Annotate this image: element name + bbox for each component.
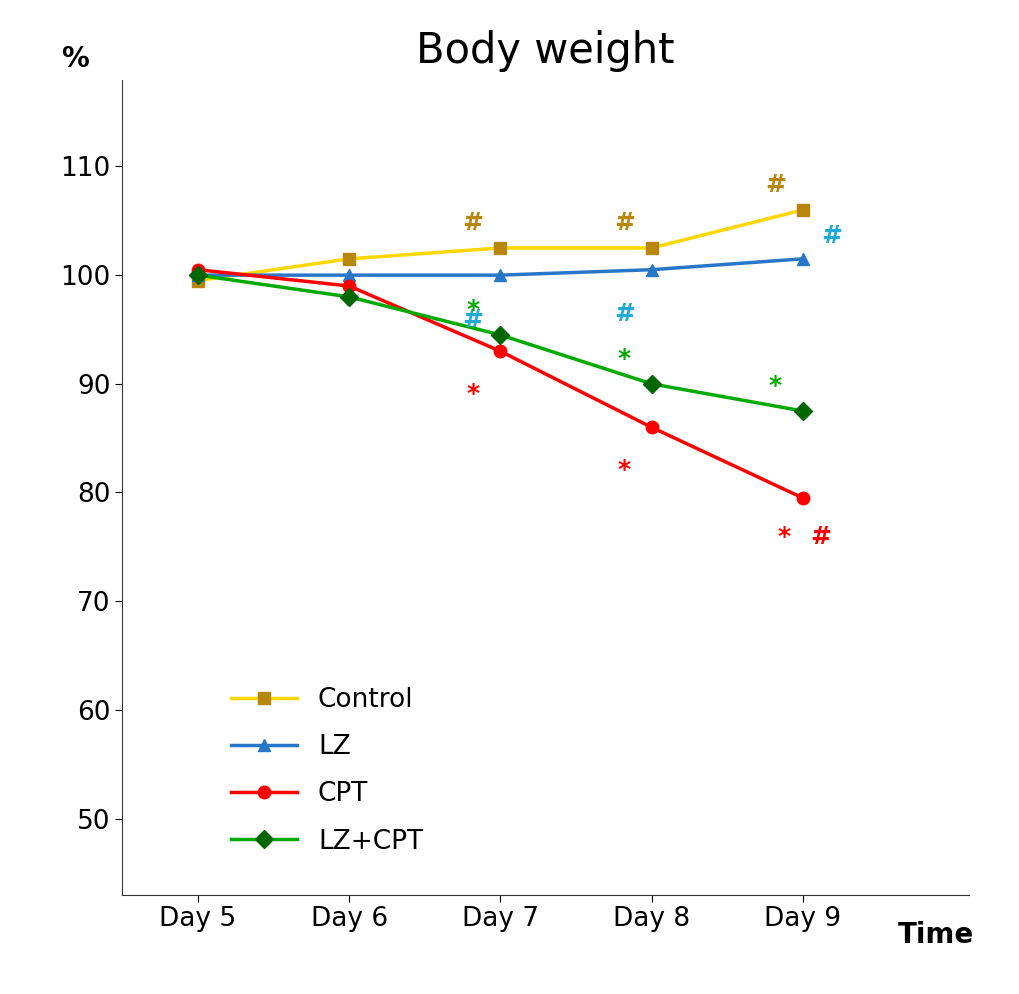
LZ+CPT: [796, 405, 808, 416]
Control: [494, 242, 506, 253]
Text: *: *: [768, 374, 782, 398]
LZ: [796, 252, 808, 264]
CPT: [645, 421, 657, 433]
LZ: [342, 269, 355, 281]
Text: #: #: [809, 525, 830, 549]
CPT: [192, 263, 204, 275]
Text: *: *: [618, 457, 631, 482]
Text: #: #: [463, 211, 483, 235]
Text: #: #: [613, 302, 634, 326]
LZ: [494, 269, 506, 281]
Text: *: *: [466, 298, 479, 322]
Text: %: %: [61, 45, 89, 73]
Line: Control: Control: [192, 204, 808, 287]
Text: #: #: [764, 173, 786, 197]
Text: #: #: [820, 224, 841, 248]
Title: Body weight: Body weight: [416, 30, 675, 72]
LZ+CPT: [645, 378, 657, 390]
Control: [342, 252, 355, 264]
LZ+CPT: [192, 269, 204, 281]
Legend: Control, LZ, CPT, LZ+CPT: Control, LZ, CPT, LZ+CPT: [220, 677, 433, 865]
Text: *: *: [618, 347, 631, 371]
Text: *: *: [466, 382, 479, 406]
LZ+CPT: [494, 329, 506, 341]
LZ+CPT: [342, 291, 355, 303]
Line: CPT: CPT: [192, 263, 808, 504]
Control: [796, 204, 808, 216]
LZ: [645, 263, 657, 275]
LZ: [192, 269, 204, 281]
Control: [192, 274, 204, 286]
Text: #: #: [613, 211, 634, 235]
Text: *: *: [777, 525, 791, 549]
Text: Time: Time: [897, 921, 973, 949]
CPT: [796, 492, 808, 504]
CPT: [494, 345, 506, 357]
Text: #: #: [463, 308, 483, 332]
CPT: [342, 280, 355, 292]
Line: LZ+CPT: LZ+CPT: [192, 269, 808, 417]
Line: LZ: LZ: [192, 252, 808, 281]
Control: [645, 242, 657, 253]
